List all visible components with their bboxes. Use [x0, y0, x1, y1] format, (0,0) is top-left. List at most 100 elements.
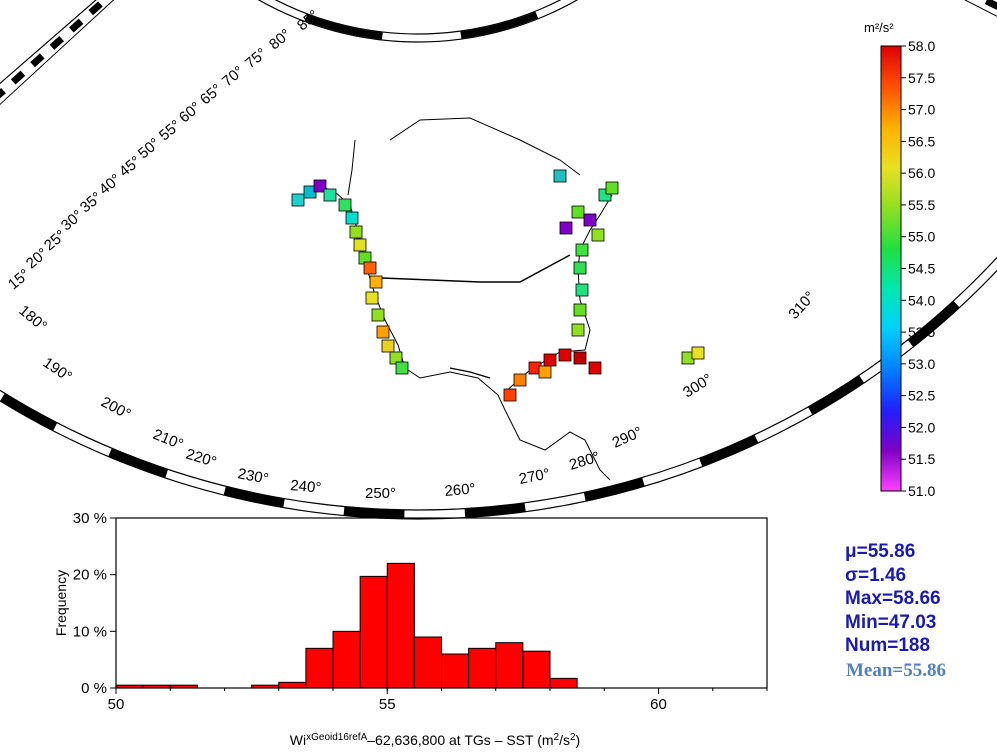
station-marker: [371, 308, 385, 322]
colorbar-tick-label: 57.0: [908, 102, 935, 118]
colorbar-tick-label: 55.5: [908, 197, 935, 213]
y-tick-label: 20 %: [73, 567, 107, 584]
longitude-label: 220°: [184, 446, 219, 471]
histogram-bar: [413, 636, 442, 689]
histogram: 50 55 60 0 % 10 % 20 % 30 % Frequency WixGeoid16…: [53, 510, 768, 749]
colorbar-tick-label: 51.0: [908, 483, 935, 499]
longitude-label: 190°: [40, 354, 75, 385]
latitude-label: 15°: [5, 266, 33, 294]
longitude-label: 300°: [680, 371, 715, 402]
statistics-panel: μ=55.86 σ=1.46 Max=58.66 Min=47.03 Num=1…: [845, 540, 941, 658]
histogram-bar: [332, 630, 361, 689]
station-marker: [588, 361, 602, 375]
station-marker: [575, 243, 589, 257]
histogram-bar: [522, 650, 551, 689]
histogram-bar: [386, 562, 415, 689]
colorbar-tick-label: 51.5: [908, 451, 935, 467]
station-marker: [558, 348, 572, 362]
longitude-label: 200°: [98, 394, 133, 424]
histogram-bar: [359, 575, 388, 689]
station-marker: [583, 213, 597, 227]
longitude-label: 250°: [365, 485, 396, 502]
station-marker: [575, 283, 589, 297]
histogram-bar: [495, 642, 524, 689]
station-marker: [353, 238, 367, 252]
latitude-label: 60°: [176, 99, 204, 127]
colorbar-unit: m²/s²: [864, 20, 894, 35]
latitude-labels: 15°20°25°30°35°40°45°50°55°60°65°70°75°8…: [5, 7, 322, 294]
longitude-label: 290°: [610, 424, 645, 452]
longitude-label: 280°: [567, 448, 602, 473]
colorbar-tick-label: 57.5: [908, 70, 935, 86]
station-marker: [503, 388, 517, 402]
longitude-label: 270°: [518, 465, 552, 488]
y-tick-label: 10 %: [73, 623, 107, 640]
y-tick-label: 30 %: [73, 510, 107, 527]
station-markers: [291, 169, 705, 402]
station-marker: [338, 198, 352, 212]
x-axis-label: WixGeoid16refA–62,636,800 at TGs – SST (…: [290, 732, 580, 749]
longitude-label: 210°: [151, 426, 186, 453]
longitude-label: 240°: [290, 477, 322, 497]
station-marker: [573, 303, 587, 317]
y-axis-label: Frequency: [53, 570, 69, 636]
station-marker: [345, 211, 359, 225]
station-marker: [691, 346, 705, 360]
station-marker: [573, 261, 587, 275]
latitude-label: 80°: [266, 26, 294, 54]
station-marker: [291, 193, 305, 207]
station-marker: [553, 169, 567, 183]
station-marker: [363, 261, 377, 275]
station-marker: [369, 275, 383, 289]
x-tick-label: 55: [379, 696, 396, 713]
colorbar-tick-label: 56.0: [908, 165, 935, 181]
x-tick-label: 50: [108, 696, 125, 713]
station-marker: [605, 181, 619, 195]
latitude-label: 55°: [156, 117, 184, 145]
latitude-label: 75°: [242, 45, 270, 73]
latitude-label: 50°: [135, 135, 163, 163]
latitude-label: 65°: [197, 81, 225, 109]
station-marker: [395, 361, 409, 375]
stat-sigma: σ=1.46: [845, 564, 907, 586]
station-marker: [313, 179, 327, 193]
station-marker: [573, 351, 587, 365]
stat-max: Max=58.66: [845, 588, 941, 609]
station-marker: [381, 339, 395, 353]
colorbar-tick-label: 54.0: [908, 292, 935, 308]
station-marker: [543, 353, 557, 367]
stat-mu: μ=55.86: [845, 541, 916, 562]
histogram-bar: [305, 647, 334, 689]
latitude-label: 40°: [96, 171, 124, 199]
colorbar-tick-label: 55.0: [908, 229, 935, 245]
latitude-label: 70°: [219, 63, 247, 91]
colorbar-tick-label: 53.0: [908, 356, 935, 372]
stat-num: Num=188: [845, 635, 931, 656]
station-marker: [349, 225, 363, 239]
station-marker: [376, 325, 390, 339]
colorbar-tick-label: 56.5: [908, 133, 935, 149]
colorbar: 58.0 57.5 57.0 56.5 56.0 55.5 55.0 54.5 54.0 53.5…: [880, 38, 935, 499]
colorbar-tick-label: 54.5: [908, 261, 935, 277]
colorbar-tick-label: 58.0: [908, 38, 935, 54]
longitude-label: 230°: [236, 465, 270, 488]
stat-min: Min=47.03: [845, 611, 937, 633]
longitude-labels: 180° 190° 200° 210°220° 230° 240° 250° 260° 270°…: [15, 288, 818, 502]
station-marker: [571, 323, 585, 337]
longitude-label: 260°: [444, 480, 476, 500]
histogram-bar: [549, 677, 578, 689]
histogram-bar: [278, 681, 307, 689]
coastline: [299, 117, 613, 481]
station-marker: [559, 221, 573, 235]
station-marker: [323, 188, 337, 202]
colorbar-bar: [880, 45, 902, 492]
histogram-bar: [468, 647, 497, 689]
colorbar-tick-label: 52.0: [908, 419, 935, 435]
longitude-label: 310°: [785, 288, 818, 322]
station-marker: [591, 228, 605, 242]
station-marker: [513, 373, 527, 387]
stat-mean: Mean=55.86: [846, 660, 947, 681]
histogram-bar: [441, 653, 470, 689]
y-tick-label: 0 %: [81, 680, 107, 697]
